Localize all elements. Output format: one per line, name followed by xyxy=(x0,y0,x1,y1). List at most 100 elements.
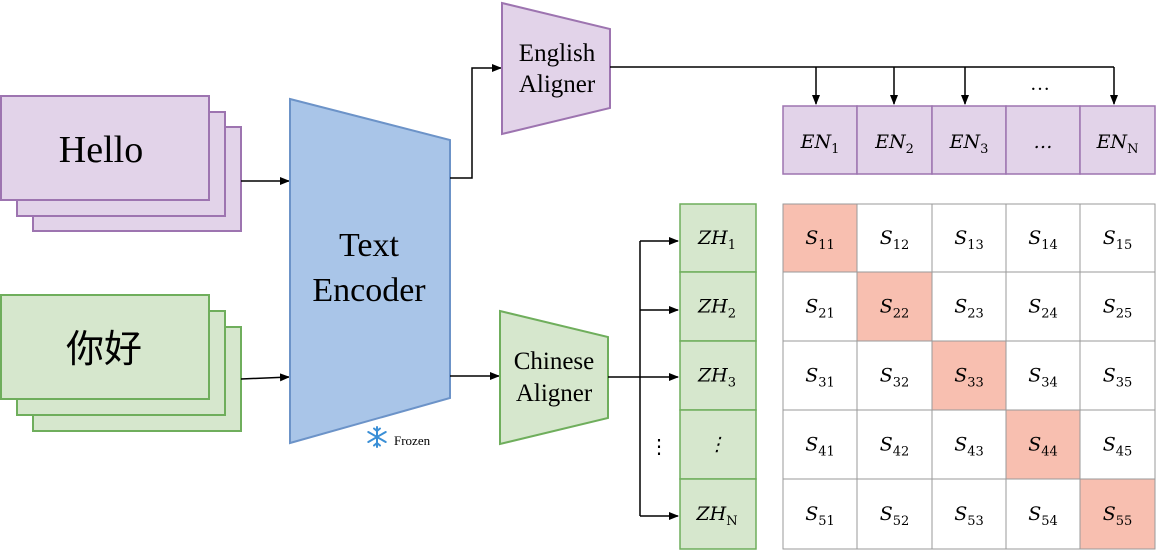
zh-token-label-subscript: N xyxy=(726,514,737,529)
similarity-cell-label-base: S xyxy=(1028,227,1041,249)
en-token-label: EN1 xyxy=(800,131,840,157)
similarity-cell-label-subscript: 12 xyxy=(893,238,910,253)
similarity-cell-label-base: S xyxy=(880,434,893,456)
chinese-output-arrows: ⋮ xyxy=(608,237,679,520)
english-token-row: EN1 EN2 EN3… ENN xyxy=(782,105,1156,175)
similarity-cell-label-base: S xyxy=(1028,434,1041,456)
similarity-cell-label-subscript: 51 xyxy=(818,514,835,529)
similarity-cell-label: S53 xyxy=(954,503,984,529)
similarity-cell-label: S34 xyxy=(1028,365,1058,391)
zh-token-label-base: ZH xyxy=(697,227,728,249)
similarity-cell-label-base: S xyxy=(954,296,967,318)
chinese-aligner-shape xyxy=(499,309,609,446)
similarity-cell-label-subscript: 53 xyxy=(967,514,984,529)
zh-token-cell xyxy=(679,478,757,550)
zh-token-cell xyxy=(679,203,757,273)
similarity-cell-label: S14 xyxy=(1028,227,1058,253)
similarity-cell-label-base: S xyxy=(1103,227,1116,249)
zh-token-label-subscript: 3 xyxy=(728,376,736,391)
similarity-cell-label-base: S xyxy=(1028,365,1041,387)
similarity-cell xyxy=(1005,340,1081,411)
similarity-cell-label-base: S xyxy=(805,434,818,456)
zh-token-cell xyxy=(679,271,757,342)
similarity-cell-label: S21 xyxy=(805,296,835,322)
similarity-cell xyxy=(931,203,1007,273)
english-aligner-label-line2: Aligner xyxy=(519,71,596,98)
frozen-label: Frozen xyxy=(394,433,431,448)
similarity-cell xyxy=(856,203,933,273)
similarity-cell-label: S44 xyxy=(1028,434,1058,460)
en-token-label-subscript: N xyxy=(1127,142,1138,157)
english-aligner: English Aligner xyxy=(501,1,611,136)
zh-token-label-subscript: 1 xyxy=(728,238,736,253)
en-token-label: … xyxy=(1034,131,1053,153)
similarity-cell-label: S15 xyxy=(1103,227,1133,253)
en-token-cell xyxy=(856,105,933,175)
english-input-card-front xyxy=(0,95,210,201)
zh-token-label-subscript: 2 xyxy=(728,307,736,322)
similarity-cell-label: S11 xyxy=(805,227,835,253)
similarity-cell-label-base: S xyxy=(954,503,967,525)
en-token-label-base: EN xyxy=(874,131,907,153)
similarity-cell-label: S32 xyxy=(880,365,910,391)
similarity-cell-label: S33 xyxy=(954,365,984,391)
similarity-cell-diagonal xyxy=(1079,478,1156,550)
similarity-cell xyxy=(1005,478,1081,550)
similarity-cell xyxy=(1079,409,1156,480)
zh-token-cell xyxy=(679,340,757,411)
chinese-aligner-label-line2: Aligner xyxy=(516,380,593,407)
similarity-cell-label: S25 xyxy=(1103,296,1133,322)
similarity-cell-label-base: S xyxy=(880,503,893,525)
zh-token-label: ZH2 xyxy=(697,296,736,322)
en-token-label-base: … xyxy=(1034,131,1053,153)
zh-token-label-base: ZH xyxy=(695,503,726,525)
similarity-cell-label: S54 xyxy=(1028,503,1058,529)
similarity-cell-label-subscript: 32 xyxy=(893,376,910,391)
en-token-label-base: EN xyxy=(1096,131,1129,153)
chinese-input-stack: 你好 xyxy=(0,294,242,432)
similarity-cell xyxy=(856,409,933,480)
text-encoder: Text Encoder Frozen xyxy=(289,97,451,448)
chinese-arrow-ellipsis: ⋮ xyxy=(649,436,669,458)
similarity-cell-label-subscript: 22 xyxy=(893,307,910,322)
similarity-cell-label-subscript: 33 xyxy=(967,376,984,391)
similarity-cell-label-base: S xyxy=(805,296,818,318)
similarity-cell-label: S52 xyxy=(880,503,910,529)
similarity-cell-label: S55 xyxy=(1103,503,1133,529)
zh-token-label-base: ZH xyxy=(697,365,728,387)
similarity-cell-label-base: S xyxy=(954,434,967,456)
chinese-to-encoder-arrow xyxy=(240,373,290,382)
similarity-cell-label: S35 xyxy=(1103,365,1133,391)
english-output-arrows: … xyxy=(610,66,1118,105)
text-encoder-label-line1: Text xyxy=(339,227,399,264)
similarity-cell-label-base: S xyxy=(954,227,967,249)
similarity-cell-label-subscript: 31 xyxy=(818,376,835,391)
similarity-cell-label: S51 xyxy=(805,503,835,529)
english-arrow-ellipsis: … xyxy=(1030,73,1050,95)
similarity-cell-label-subscript: 52 xyxy=(893,514,910,529)
en-token-cell xyxy=(1005,105,1081,175)
zh-token-label: ZH3 xyxy=(697,365,736,391)
similarity-cell xyxy=(1079,203,1156,273)
similarity-cell-label-subscript: 34 xyxy=(1041,376,1058,391)
similarity-cell-label: S45 xyxy=(1103,434,1133,460)
en-token-cell xyxy=(782,105,858,175)
similarity-cell-label-subscript: 21 xyxy=(818,307,835,322)
similarity-cell-label-base: S xyxy=(880,365,893,387)
similarity-cell xyxy=(782,340,858,411)
en-token-label-base: EN xyxy=(800,131,833,153)
similarity-cell-label-subscript: 11 xyxy=(818,238,835,253)
similarity-cell-label-subscript: 14 xyxy=(1041,238,1058,253)
zh-token-cell xyxy=(679,409,757,480)
english-input-text: Hello xyxy=(59,129,143,171)
similarity-cell-label-base: S xyxy=(805,227,818,249)
similarity-cell-label-subscript: 24 xyxy=(1041,307,1058,322)
similarity-cell-label-base: S xyxy=(805,365,818,387)
similarity-cell-label-subscript: 13 xyxy=(967,238,984,253)
similarity-cell-label-base: S xyxy=(1103,365,1116,387)
similarity-cell-label-subscript: 25 xyxy=(1116,307,1133,322)
encoder-to-english-aligner-arrow xyxy=(450,64,502,179)
similarity-cell-diagonal xyxy=(856,271,933,342)
